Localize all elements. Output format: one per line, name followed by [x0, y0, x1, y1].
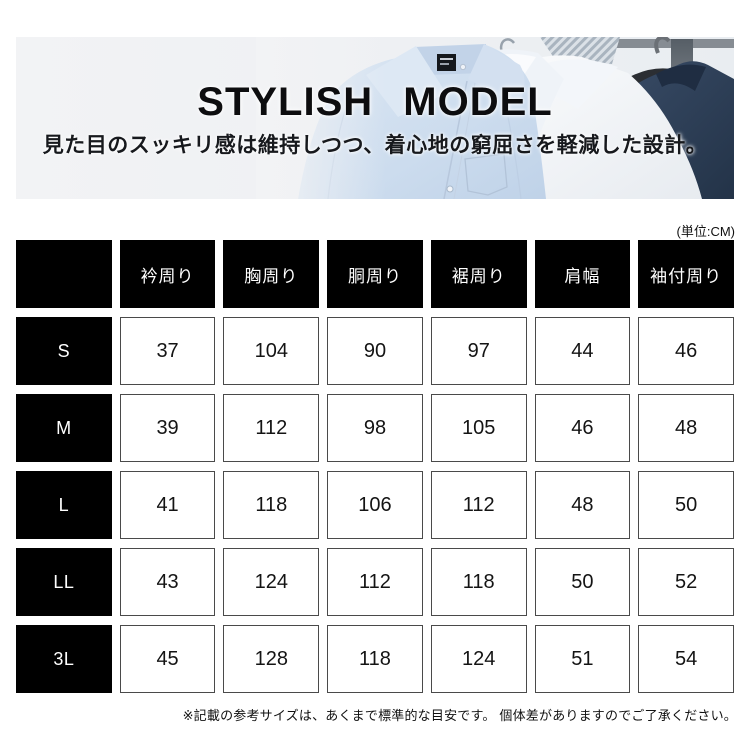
table-cell: 39	[119, 394, 216, 462]
table-cell: 43	[119, 548, 216, 616]
table-cell: 112	[430, 471, 527, 539]
column-header: 衿周り	[119, 240, 216, 308]
column-header: 裾周り	[430, 240, 527, 308]
table-cell: 105	[430, 394, 527, 462]
table-cell: 90	[327, 317, 423, 385]
table-cell: 37	[119, 317, 216, 385]
chest-pocket	[464, 153, 508, 196]
column-header: 袖付周り	[638, 240, 734, 308]
unit-label: (単位:CM)	[676, 224, 736, 239]
jacket-collar	[656, 64, 706, 91]
banner-subtitle: 見た目のスッキリ感は維持しつつ、着心地の窮屈さを軽減した設計。	[42, 134, 708, 157]
footer-note: ※記載の参考サイズは、あくまで標準的な目安です。 個体差がありますのでご了承くだ…	[182, 708, 737, 723]
table-cell: 104	[223, 317, 320, 385]
jacket-hanger-hook-icon	[654, 37, 671, 54]
brand-tag-line	[440, 58, 453, 60]
brand-tag	[437, 54, 456, 71]
table-cell: 50	[638, 471, 734, 539]
fold-line	[507, 116, 522, 199]
table-cell: 54	[638, 625, 734, 693]
banner-title: STYLISH MODEL	[197, 80, 553, 124]
table-cell: 124	[430, 625, 527, 693]
column-header: 肩幅	[534, 240, 631, 308]
table-cell: 46	[638, 317, 734, 385]
size-table: 衿周り 胸周り 胴周り 裾周り 肩幅 袖付周り S 37 104 90 97 44 46 M 39 112 98…	[16, 240, 734, 693]
banner: STYLISH MODEL 見た目のスッキリ感は維持しつつ、着心地の窮屈さを軽減…	[16, 37, 734, 199]
shirt-button-icon	[460, 99, 468, 107]
brand-tag-line	[440, 63, 449, 65]
row-label-LL: LL	[16, 548, 112, 616]
table-cell: 112	[223, 394, 320, 462]
row-label-M: M	[16, 394, 112, 462]
table-cell: 44	[534, 317, 631, 385]
table-cell: 124	[223, 548, 320, 616]
table-cell: 118	[327, 625, 423, 693]
table-cell: 41	[119, 471, 216, 539]
table-cell: 118	[223, 471, 320, 539]
blue-shirt-collar-right	[468, 44, 525, 105]
table-cell: 48	[534, 471, 631, 539]
placket-line	[453, 82, 476, 199]
table-cell: 118	[430, 548, 527, 616]
table-cell: 48	[638, 394, 734, 462]
row-label-L: L	[16, 471, 112, 539]
table-cell: 97	[430, 317, 527, 385]
table-cell: 45	[119, 625, 216, 693]
table-cell: 46	[534, 394, 631, 462]
collar-button-icon	[459, 63, 467, 71]
table-corner-cell	[16, 240, 112, 308]
table-cell: 52	[638, 548, 734, 616]
table-cell: 98	[327, 394, 423, 462]
shirt-button-icon	[453, 145, 461, 153]
row-label-S: S	[16, 317, 112, 385]
shirts-photo	[16, 37, 734, 199]
table-cell: 112	[327, 548, 423, 616]
table-cell: 51	[534, 625, 631, 693]
table-cell: 128	[223, 625, 320, 693]
shirt-button-icon	[446, 185, 454, 193]
column-header: 胴周り	[327, 240, 423, 308]
left-fade	[256, 37, 386, 199]
row-label-3L: 3L	[16, 625, 112, 693]
table-cell: 106	[327, 471, 423, 539]
column-header: 胸周り	[223, 240, 320, 308]
table-cell: 50	[534, 548, 631, 616]
